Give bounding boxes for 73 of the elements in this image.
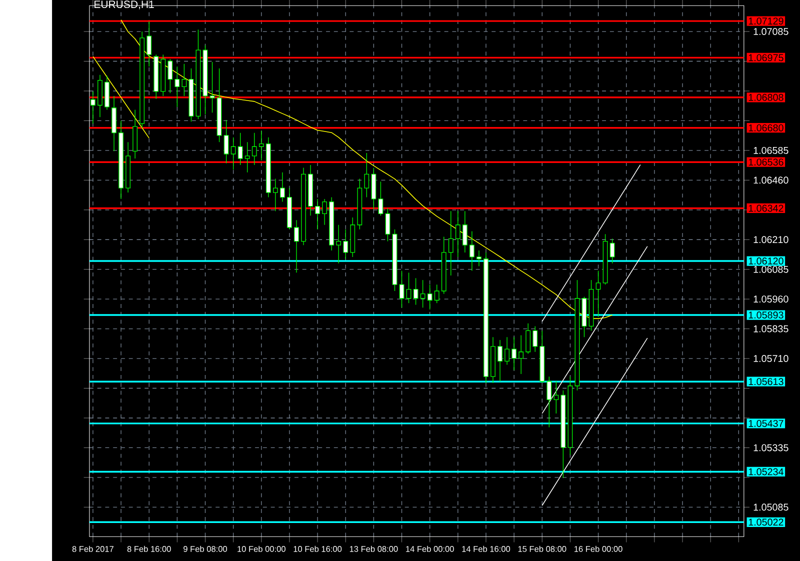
candlestick (343, 229, 348, 260)
candlestick (554, 381, 559, 414)
candlestick (413, 278, 418, 306)
candlestick (512, 336, 516, 371)
y-tick-label: 1.06210 (754, 236, 788, 244)
candlestick (448, 210, 454, 276)
candlestick (406, 272, 412, 304)
candlestick (174, 66, 180, 108)
ref-line-label: 1.06342 (748, 204, 784, 212)
candlestick (434, 284, 440, 304)
y-tick-label: 1.07085 (754, 28, 788, 36)
y-tick-label: 1.05835 (754, 325, 788, 332)
ref-line-label: 1.06808 (748, 94, 784, 101)
ref-line-label: 1.05437 (748, 420, 784, 427)
y-tick-label: 1.05960 (754, 296, 788, 303)
candlestick (420, 280, 426, 308)
ref-line-label: 1.06975 (748, 54, 784, 62)
x-tick-label: 9 Feb 08:00 (184, 546, 228, 552)
candlestick (526, 323, 531, 354)
y-tick-label: 1.06585 (754, 146, 788, 154)
candlestick (280, 172, 285, 202)
candlestick (238, 132, 243, 166)
candlestick (596, 270, 601, 318)
y-tick-label: 1.05710 (754, 355, 788, 362)
candlestick (364, 152, 370, 198)
candlestick (336, 224, 342, 264)
ref-line-label: 1.06120 (748, 258, 784, 265)
candlestick (427, 284, 432, 310)
ref-line-label: 1.06536 (748, 158, 784, 166)
candlestick (455, 210, 460, 258)
candlestick (315, 198, 320, 230)
x-tick-label: 16 Feb 00:00 (574, 546, 622, 552)
ref-line-label: 1.05234 (748, 468, 784, 476)
candlestick (378, 181, 384, 216)
ref-line-label: 1.05022 (748, 518, 784, 526)
x-tick-label: 10 Feb 16:00 (294, 546, 342, 552)
candlestick (182, 64, 187, 96)
candlestick (146, 21, 152, 67)
ref-line-label: 1.06680 (748, 124, 784, 132)
x-tick-label: 8 Feb 16:00 (127, 546, 171, 552)
y-tick-label: 1.05335 (754, 444, 788, 452)
candlestick (399, 270, 404, 308)
candlestick (462, 210, 468, 253)
candlestick (385, 208, 390, 242)
candlestick (476, 250, 482, 267)
ref-line-label: 1.05613 (748, 378, 784, 386)
candlestick (322, 198, 327, 226)
x-tick-label: 10 Feb 00:00 (238, 546, 286, 552)
x-tick-label: 8 Feb 2017 (72, 546, 114, 552)
candlestick (470, 230, 474, 272)
y-tick-label: 1.05085 (754, 504, 788, 511)
candlestick (168, 58, 173, 94)
candlestick (224, 120, 229, 164)
candlestick (230, 137, 236, 170)
candlestick (272, 178, 278, 212)
candlestick (294, 220, 299, 274)
x-tick-label: 14 Feb 00:00 (406, 546, 454, 552)
x-tick-label: 13 Feb 08:00 (350, 546, 398, 552)
candlestick (252, 132, 257, 166)
candlestick (504, 336, 510, 366)
x-tick-label: 14 Feb 16:00 (462, 546, 510, 552)
candlestick (210, 62, 215, 113)
candlestick (532, 326, 538, 352)
ref-line-label: 1.05893 (748, 312, 784, 319)
y-tick-label: 1.06085 (754, 266, 788, 273)
x-tick-label: 15 Feb 08:00 (518, 546, 566, 552)
y-tick-label: 1.06460 (754, 176, 788, 184)
candlestick (610, 238, 615, 264)
candlestick (244, 142, 250, 173)
ref-line-label: 1.07129 (748, 18, 784, 25)
candlestick (498, 340, 502, 382)
candlestick (518, 334, 524, 374)
candlestick (258, 130, 264, 161)
